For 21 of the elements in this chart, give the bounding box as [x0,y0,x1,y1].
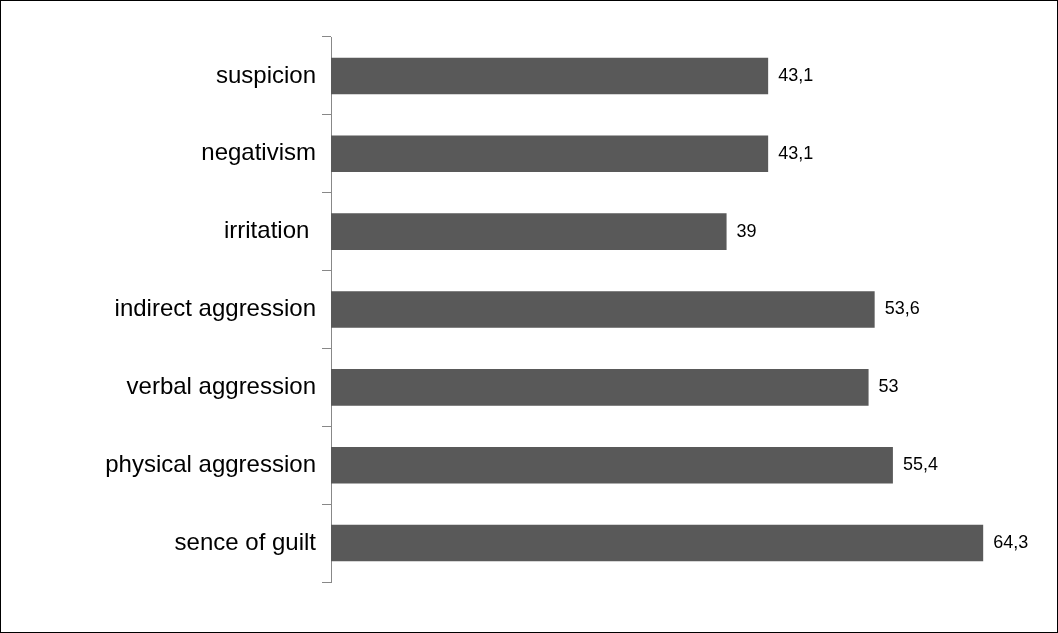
bar [331,57,769,95]
data-label: 39 [736,220,757,241]
bar [331,524,984,562]
y-tick-label: negativism [201,138,316,166]
bar [331,135,769,173]
data-label: 53,6 [884,298,920,319]
data-label: 43,1 [778,64,814,85]
bar [331,213,727,250]
y-tick-label: physical aggression [105,449,316,477]
data-label: 43,1 [778,142,814,163]
y-tick-label: suspicion [215,60,316,88]
data-label: 53 [878,376,899,397]
y-tick-label: irritation [223,216,316,244]
bar [331,446,893,484]
data-label: 64,3 [993,532,1029,553]
y-tick-label: indirect aggression [114,294,316,322]
data-label: 55,4 [902,454,938,475]
y-tick-label: verbal aggression [126,371,316,399]
bar [331,369,869,406]
bar [331,291,875,328]
y-tick-label: sence of guilt [174,527,317,555]
